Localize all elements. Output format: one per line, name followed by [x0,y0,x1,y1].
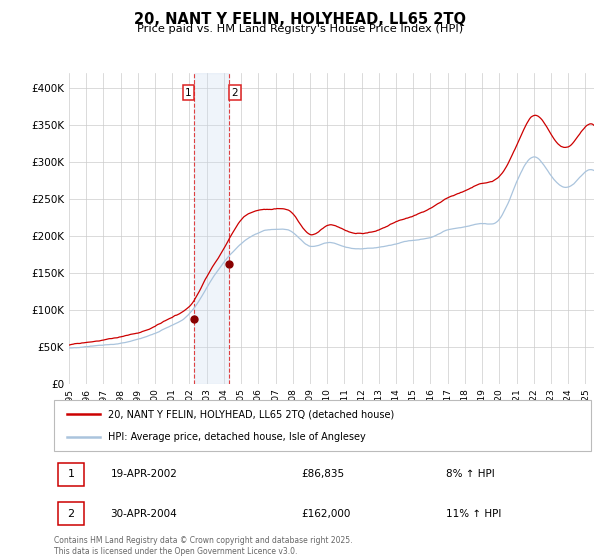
Text: 2: 2 [232,88,238,98]
Text: 8% ↑ HPI: 8% ↑ HPI [446,469,495,479]
Text: 30-APR-2004: 30-APR-2004 [110,508,177,519]
Text: 11% ↑ HPI: 11% ↑ HPI [446,508,502,519]
Text: £162,000: £162,000 [301,508,350,519]
FancyBboxPatch shape [58,502,84,525]
FancyBboxPatch shape [58,463,84,486]
Text: Price paid vs. HM Land Registry's House Price Index (HPI): Price paid vs. HM Land Registry's House … [137,24,463,34]
Text: 1: 1 [68,469,74,479]
Text: HPI: Average price, detached house, Isle of Anglesey: HPI: Average price, detached house, Isle… [108,432,365,442]
Text: 1: 1 [185,88,192,98]
Text: Contains HM Land Registry data © Crown copyright and database right 2025.
This d: Contains HM Land Registry data © Crown c… [54,536,353,556]
FancyBboxPatch shape [54,400,591,451]
Text: 20, NANT Y FELIN, HOLYHEAD, LL65 2TQ (detached house): 20, NANT Y FELIN, HOLYHEAD, LL65 2TQ (de… [108,409,394,419]
Text: 2: 2 [68,508,75,519]
Text: 19-APR-2002: 19-APR-2002 [110,469,177,479]
Text: £86,835: £86,835 [301,469,344,479]
Text: 20, NANT Y FELIN, HOLYHEAD, LL65 2TQ: 20, NANT Y FELIN, HOLYHEAD, LL65 2TQ [134,12,466,27]
Bar [194,73,229,384]
